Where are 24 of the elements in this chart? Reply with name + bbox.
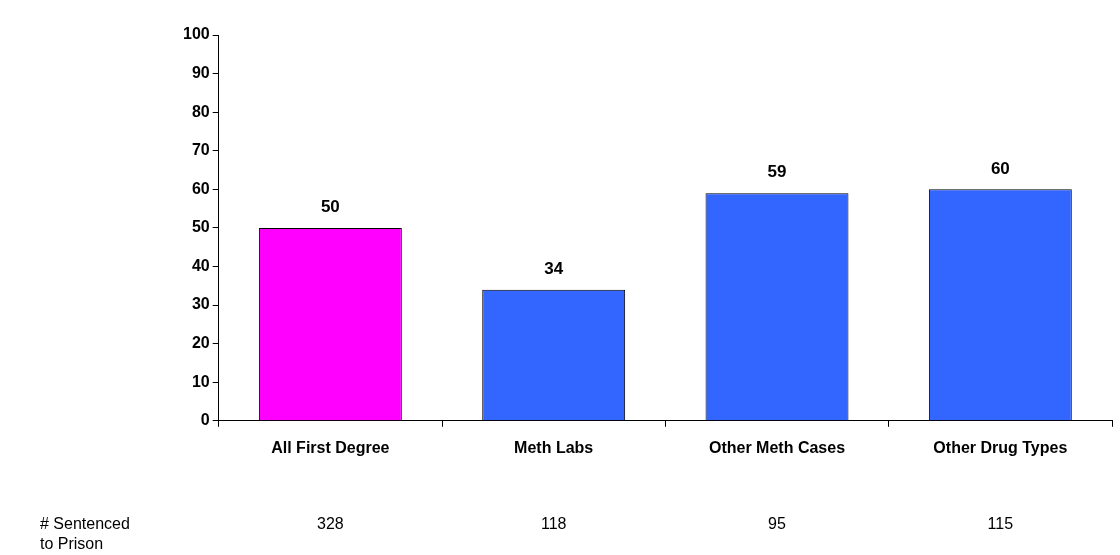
data-label: 50	[320, 197, 340, 217]
y-tick-label: 90	[191, 63, 210, 81]
y-tick-label: 40	[191, 256, 210, 274]
data-label: 59	[767, 162, 787, 182]
y-tick-label: 80	[191, 102, 210, 120]
y-tick-label: 30	[191, 295, 210, 313]
text: # Sentenced to Prison	[40, 515, 130, 553]
y-tick-label: 100	[182, 25, 210, 43]
text: 328	[317, 515, 344, 533]
x-tick-label: Other Drug Types	[933, 438, 1068, 456]
y-tick-label: 50	[191, 218, 210, 236]
text: 115	[987, 515, 1014, 533]
y-tick-label: 60	[191, 179, 210, 197]
x-tick-label: All First Degree	[271, 438, 390, 456]
y-tick-label: 0	[200, 411, 210, 429]
y-tick-label: 70	[191, 141, 210, 159]
y-tick-label: 10	[191, 372, 210, 390]
x-tick-label: Other Meth Cases	[708, 438, 846, 456]
text: 118	[540, 515, 567, 533]
text: 95	[768, 515, 787, 533]
y-tick-label: 20	[191, 334, 210, 352]
data-label: 60	[990, 158, 1010, 178]
data-label: 34	[544, 258, 564, 278]
x-tick-label: Meth Labs	[514, 438, 594, 456]
